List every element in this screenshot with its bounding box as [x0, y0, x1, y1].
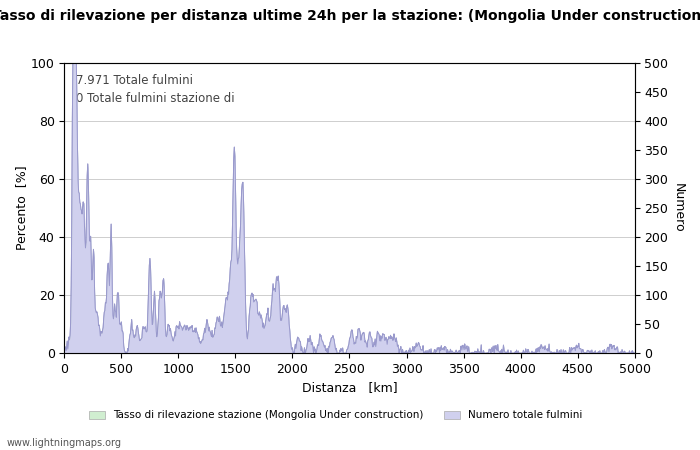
X-axis label: Distanza   [km]: Distanza [km] — [302, 382, 398, 395]
Text: 0 Totale fulmini stazione di: 0 Totale fulmini stazione di — [76, 91, 235, 104]
Y-axis label: Numero: Numero — [672, 183, 685, 233]
Y-axis label: Percento  [%]: Percento [%] — [15, 166, 28, 250]
Text: 7.971 Totale fulmini: 7.971 Totale fulmini — [76, 74, 192, 87]
Legend: Tasso di rilevazione stazione (Mongolia Under construction), Numero totale fulmi: Tasso di rilevazione stazione (Mongolia … — [85, 406, 587, 424]
Text: www.lightningmaps.org: www.lightningmaps.org — [7, 438, 122, 448]
Text: Tasso di rilevazione per distanza ultime 24h per la stazione: (Mongolia Under co: Tasso di rilevazione per distanza ultime… — [0, 9, 700, 23]
